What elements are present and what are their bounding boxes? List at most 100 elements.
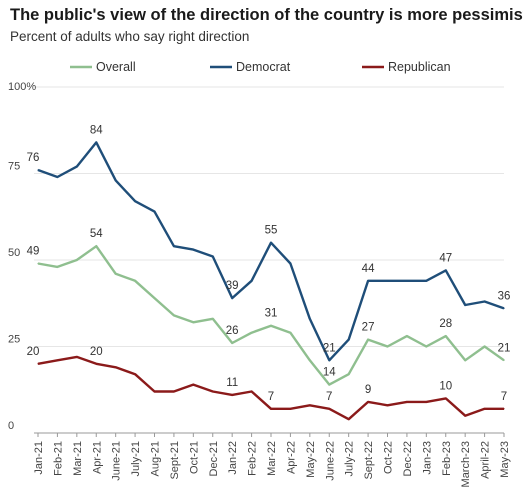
data-point: [173, 314, 175, 316]
data-label: 54: [90, 228, 103, 240]
data-point: [309, 359, 311, 361]
y-tick-label: 50: [8, 247, 20, 259]
data-point: [212, 255, 214, 258]
legend-entry: Overall: [96, 60, 136, 74]
x-tick-label: July-21: [130, 441, 142, 476]
data-point: [348, 338, 350, 341]
data-point: [386, 404, 389, 406]
data-point: [173, 245, 175, 247]
y-tick-label: 25: [8, 334, 20, 346]
data-point: [348, 373, 350, 375]
x-tick-label: Jan-23: [421, 441, 433, 475]
data-point: [309, 318, 311, 320]
data-point: [309, 404, 311, 406]
x-tick-label: March-23: [460, 441, 472, 487]
x-tick-label: July-22: [344, 441, 356, 476]
data-point: [348, 418, 350, 420]
data-label: 7: [501, 391, 507, 403]
x-tick-label: Mar-22: [266, 441, 278, 476]
data-point: [95, 141, 97, 143]
data-point: [173, 390, 175, 393]
data-label: 31: [265, 308, 278, 320]
data-point: [192, 249, 194, 251]
x-tick-label: Oct-22: [383, 441, 395, 474]
x-tick-label: Apr-22: [285, 441, 297, 474]
data-label: 21: [498, 342, 511, 354]
x-tick-label: Dec-21: [208, 441, 220, 476]
data-point: [231, 394, 233, 396]
x-tick-label: Dec-22: [402, 441, 414, 476]
data-point: [212, 390, 214, 393]
data-point: [289, 262, 292, 265]
data-label: 20: [27, 346, 40, 358]
x-tick-label: June-21: [111, 441, 123, 481]
x-tick-label: Aug-21: [150, 441, 162, 476]
grid-lines: [34, 86, 504, 434]
data-point: [231, 342, 233, 344]
data-point: [212, 318, 214, 320]
data-label: 76: [27, 152, 40, 164]
data-point: [95, 363, 97, 365]
data-point: [56, 176, 59, 178]
data-label: 49: [27, 245, 40, 257]
data-point: [134, 200, 136, 202]
data-point: [367, 338, 369, 341]
data-point: [153, 210, 156, 213]
data-label: 7: [326, 391, 332, 403]
data-label: 21: [323, 342, 336, 354]
data-point: [231, 297, 233, 299]
data-point: [270, 325, 272, 327]
data-point: [425, 401, 427, 403]
x-tick-label: May-23: [499, 441, 511, 478]
data-point: [367, 401, 369, 403]
x-tick-label: Jan-21: [33, 441, 45, 475]
x-tick-label: Jan-22: [227, 441, 239, 475]
data-point: [503, 307, 505, 310]
data-point: [445, 397, 447, 399]
data-point: [95, 245, 97, 247]
data-point: [483, 345, 486, 348]
data-label: 26: [226, 325, 239, 337]
x-tick-label: Feb-21: [52, 441, 64, 476]
data-point: [289, 408, 292, 410]
data-point: [250, 390, 253, 393]
data-point: [464, 304, 466, 306]
data-point: [153, 390, 156, 393]
x-tick-label: Sept-21: [169, 441, 181, 480]
x-tick-label: Oct-21: [188, 441, 200, 474]
data-label: 11: [226, 377, 238, 389]
data-label: 7: [268, 391, 274, 403]
data-point: [192, 321, 194, 323]
data-point: [115, 179, 117, 182]
data-point: [134, 373, 136, 375]
data-label: 36: [498, 290, 511, 302]
x-axis: Jan-21 Feb-21 Mar-21 Apr-21 June-21 July-21 Au…: [33, 433, 511, 487]
data-point: [250, 332, 253, 334]
data-point: [134, 280, 136, 282]
data-labels: 49 54 26 31 14 27 28 21 76 84 39 55 21 44 47 36 20 20 11 7 7…: [27, 124, 511, 402]
data-point: [445, 269, 447, 271]
data-point: [406, 401, 408, 403]
data-label: 55: [265, 225, 278, 237]
data-point: [406, 280, 408, 282]
x-tick-label: Feb-23: [441, 441, 453, 476]
legend-entry: Democrat: [236, 60, 291, 74]
chart-subtitle: Percent of adults who say right directio…: [10, 29, 250, 44]
data-label: 44: [362, 263, 375, 275]
data-label: 20: [90, 346, 103, 358]
data-point: [503, 408, 505, 410]
y-tick-label: 0: [8, 420, 14, 432]
data-point: [425, 280, 427, 282]
data-point: [153, 297, 156, 299]
data-point: [445, 335, 447, 337]
data-point: [115, 273, 117, 275]
data-point: [37, 363, 39, 365]
data-label: 39: [226, 280, 239, 292]
data-point: [270, 242, 272, 244]
data-point: [483, 408, 486, 410]
data-point: [250, 280, 253, 282]
data-point: [503, 359, 505, 361]
series-line: [37, 141, 505, 362]
y-tick-label: 75: [8, 161, 20, 173]
